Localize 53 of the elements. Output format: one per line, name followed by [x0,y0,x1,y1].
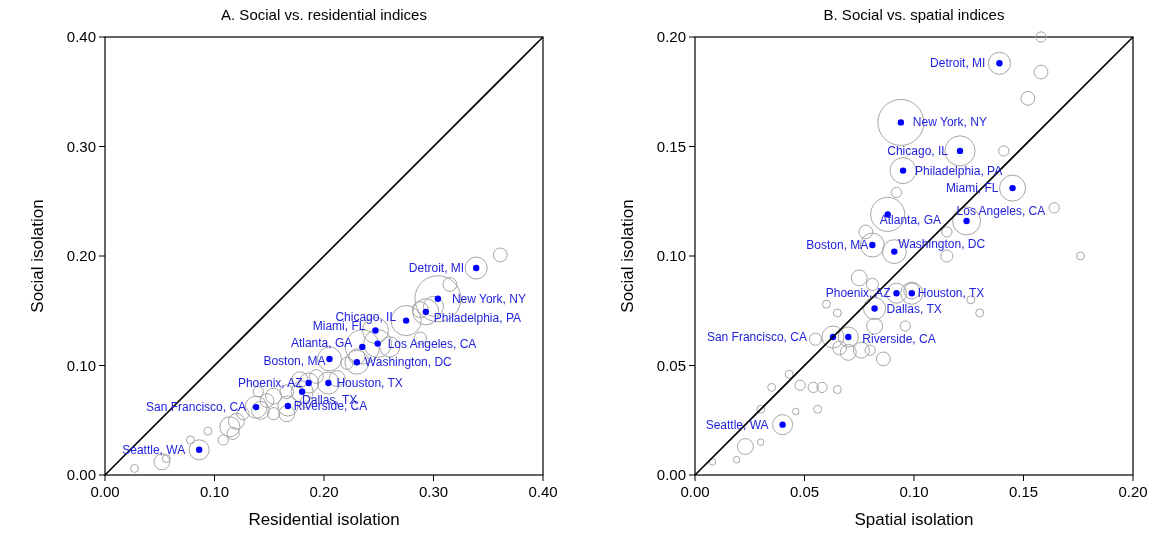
annotation: Phoenix, AZ [825,286,891,301]
point [359,343,366,351]
y-tick-label: 0.10 [656,247,686,264]
x-tick-label: 0.40 [528,483,558,500]
point [434,295,442,302]
annotation: Boston, MA [263,353,326,368]
x-tick-label: 0.30 [418,483,449,500]
annotation: Houston, TX [336,376,403,391]
x-axis-title: Spatial isolation [854,510,974,529]
annotation: Atlanta, GA [290,335,353,350]
annotation: Philadelphia, PA [433,310,522,325]
y-tick-label: 0.20 [66,247,96,264]
annotation: New York, NY [451,291,526,306]
point [374,340,381,347]
annotation: San Francisco, CA [146,400,247,415]
y-tick-label: 0.20 [656,28,686,45]
x-tick-label: 0.05 [789,483,820,500]
annotation: Riverside, CA [862,332,936,347]
annotation: Dallas, TX [886,301,942,316]
y-tick-label: 0.40 [66,28,96,45]
y-tick-label: 0.00 [66,466,96,483]
y-tick-label: 0.30 [66,137,96,155]
annotation: San Francisco, CA [706,330,807,345]
annotation: Los Angeles, CA [956,203,1046,218]
y-tick-label: 0.10 [66,356,96,374]
annotation: New York, NY [912,115,987,130]
x-tick-label: 0.10 [199,483,230,500]
annotation: Seattle, WA [705,417,769,432]
annotation: Atlanta, GA [879,213,942,228]
y-tick-label: 0.05 [656,356,686,374]
y-axis-title: Social isolation [618,199,637,313]
annotation: Houston, TX [917,286,985,301]
chart-title: A. Social vs. residential indices [221,6,427,23]
point [897,119,905,126]
annotation: Phoenix, AZ [237,376,303,391]
y-tick-label: 0.15 [656,137,686,155]
annotation: Washington, DC [364,355,453,370]
x-tick-label: 0.10 [899,483,929,500]
annotation: Detroit, MI [930,56,986,71]
x-tick-label: 0.00 [680,483,710,500]
x-tick-label: 0.15 [1008,483,1039,500]
annotation: Boston, MA [806,238,869,253]
annotation: Miami, FL [945,181,999,196]
annotation: Chicago, IL [887,143,949,158]
y-axis-title: Social isolation [28,199,47,313]
x-tick-label: 0.00 [90,483,120,500]
x-axis-title: Residential isolation [248,510,400,529]
annotation: Detroit, MI [408,261,465,276]
chart-title: B. Social vs. spatial indices [823,6,1005,23]
annotation: Los Angeles, CA [387,336,477,351]
x-tick-label: 0.20 [1118,483,1148,500]
x-tick-label: 0.20 [309,483,339,500]
y-tick-label: 0.00 [656,466,686,483]
